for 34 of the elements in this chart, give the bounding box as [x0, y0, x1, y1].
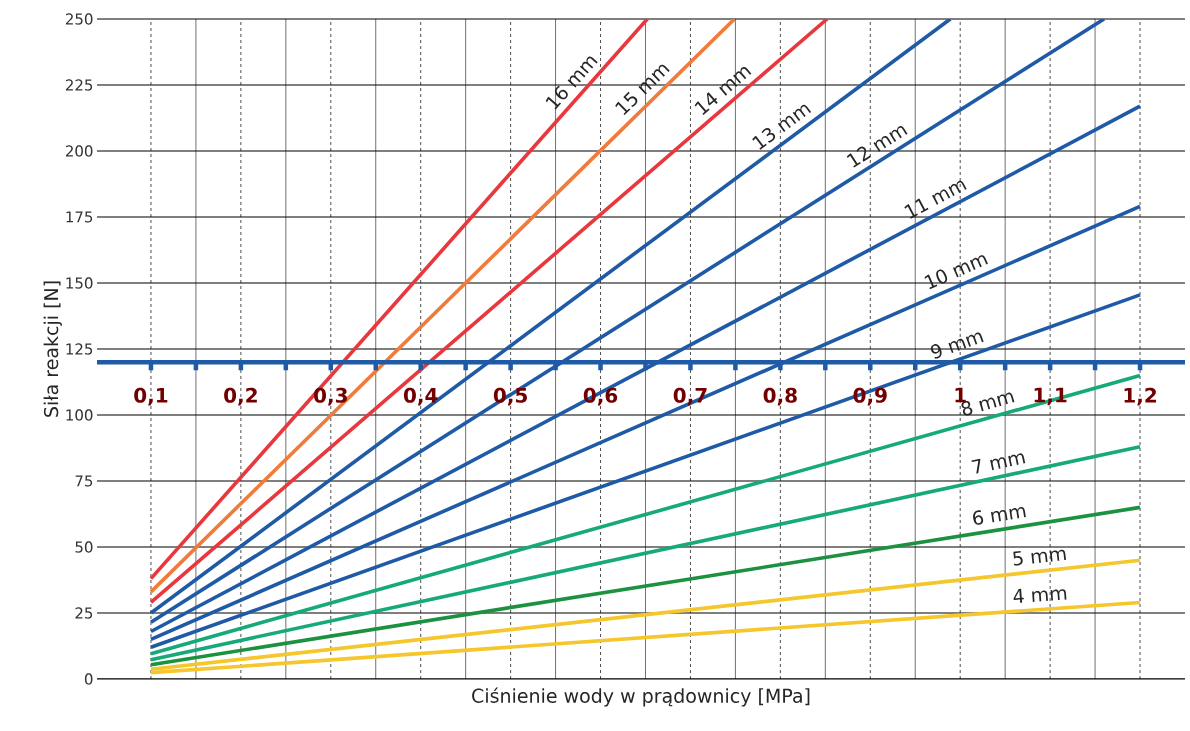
y-tick-label: 225: [65, 79, 93, 91]
text: 9 mm: [930, 332, 984, 359]
y-tick-label: 200: [65, 145, 93, 157]
y-tick-label: 125: [66, 343, 93, 355]
x-tick-label: 0,9: [853, 387, 887, 406]
y-tick-label: 25: [75, 607, 93, 619]
text: 7 mm: [971, 453, 1026, 474]
text: 11 mm: [904, 180, 967, 219]
x-axis-title: Ciśnienie wody w prądownicy [MPa]: [472, 687, 810, 707]
x-tick-label: 0,8: [763, 387, 797, 406]
y-tick-label: 50: [75, 541, 93, 553]
x-tick-label: 1,2: [1124, 387, 1157, 406]
text: 6 mm: [973, 507, 1026, 525]
y-tick-label: 175: [66, 211, 93, 223]
x-tick-label: 0,4: [403, 387, 438, 406]
text: 14 mm: [694, 66, 752, 115]
text: 10 mm: [924, 255, 988, 290]
series-label: 4 mm: [1013, 588, 1067, 603]
x-tick-label: 0,1: [134, 387, 168, 406]
y-tick-label: 250: [65, 13, 93, 25]
text: 13 mm: [752, 104, 812, 150]
y-axis-title: Siła reakcji [N]: [43, 281, 62, 417]
y-tick-label: 0: [84, 673, 93, 685]
y-tick-label: 150: [66, 277, 93, 289]
text: 5 mm: [1013, 549, 1066, 566]
y-tick-label: 100: [66, 409, 93, 421]
text: 12 mm: [846, 126, 908, 168]
x-tick-label: 1: [955, 387, 966, 403]
text: 16 mm: [545, 56, 598, 110]
x-tick-label: 0,2: [224, 387, 257, 406]
y-tick-label: 75: [75, 475, 93, 487]
x-tick-label: 0,3: [314, 387, 347, 406]
text: 15 mm: [615, 64, 670, 116]
x-tick-label: 0,7: [673, 387, 707, 406]
